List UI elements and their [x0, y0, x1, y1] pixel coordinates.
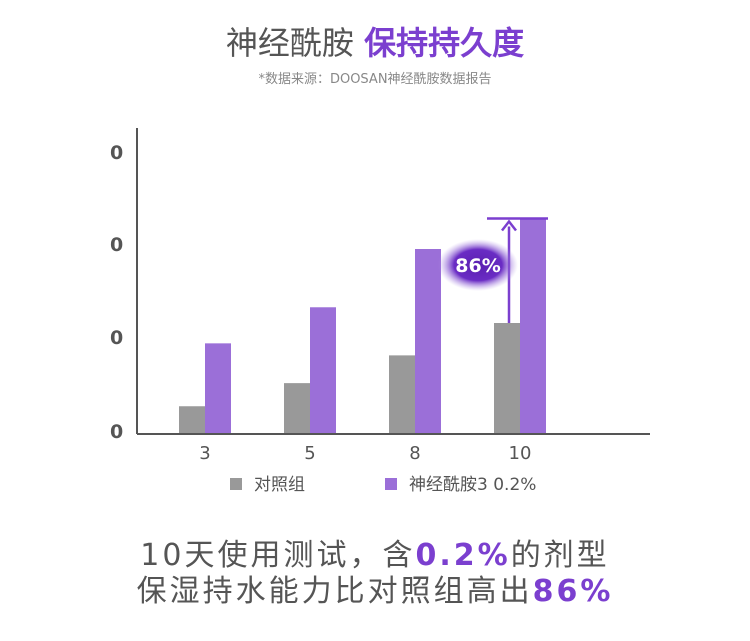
legend-swatch-product — [385, 478, 397, 490]
data-source-note: *数据来源：DOOSAN神经酰胺数据报告 — [258, 72, 492, 87]
legend-label-product: 神经酰胺3 0.2% — [409, 475, 536, 495]
x-tick-label: 10 — [509, 443, 532, 464]
x-tick-label: 3 — [199, 443, 210, 464]
annotation-label: 86% — [455, 255, 500, 277]
summary-line-2: 保湿持水能力比对照组高出86% — [0, 566, 750, 610]
bar-product — [520, 218, 546, 434]
title-accent: 保持持久度 — [364, 24, 525, 62]
legend-swatch-control — [230, 478, 242, 490]
x-tick-label: 5 — [304, 443, 315, 464]
y-tick-label: 0 — [110, 142, 123, 164]
bar-product — [415, 249, 441, 434]
y-tick-label: 0 — [110, 421, 123, 443]
bar-product — [310, 307, 336, 434]
bar-control — [179, 406, 205, 434]
bar-chart: 0 0 0 0 3 5 8 10 86% 对照组 神经酰胺3 0.2% — [110, 128, 650, 495]
title-main: 神经酰胺 — [225, 24, 354, 62]
summary-line-1-post: 的剂型 — [510, 538, 610, 573]
bar-product — [205, 343, 231, 434]
x-tick-label: 8 — [409, 443, 420, 464]
annotation-glow — [438, 239, 518, 291]
bar-control — [284, 383, 310, 434]
bar-control — [389, 355, 415, 434]
legend-label-control: 对照组 — [254, 475, 305, 495]
y-tick-label: 0 — [110, 327, 123, 349]
summary-line-1-accent: 0.2% — [415, 538, 511, 573]
chart-title: 神经酰胺 保持持久度 — [0, 18, 750, 64]
y-tick-label: 0 — [110, 234, 123, 256]
summary-line-1: 10天使用测试，含0.2%的剂型 — [0, 530, 750, 574]
annotation-arrow-head — [501, 219, 517, 232]
summary-line-2-accent: 86% — [532, 574, 614, 609]
summary-line-2-pre: 保湿持水能力比对照组高出 — [136, 574, 533, 609]
summary-line-1-pre: 10天使用测试，含 — [140, 538, 416, 573]
bar-control — [494, 323, 520, 434]
